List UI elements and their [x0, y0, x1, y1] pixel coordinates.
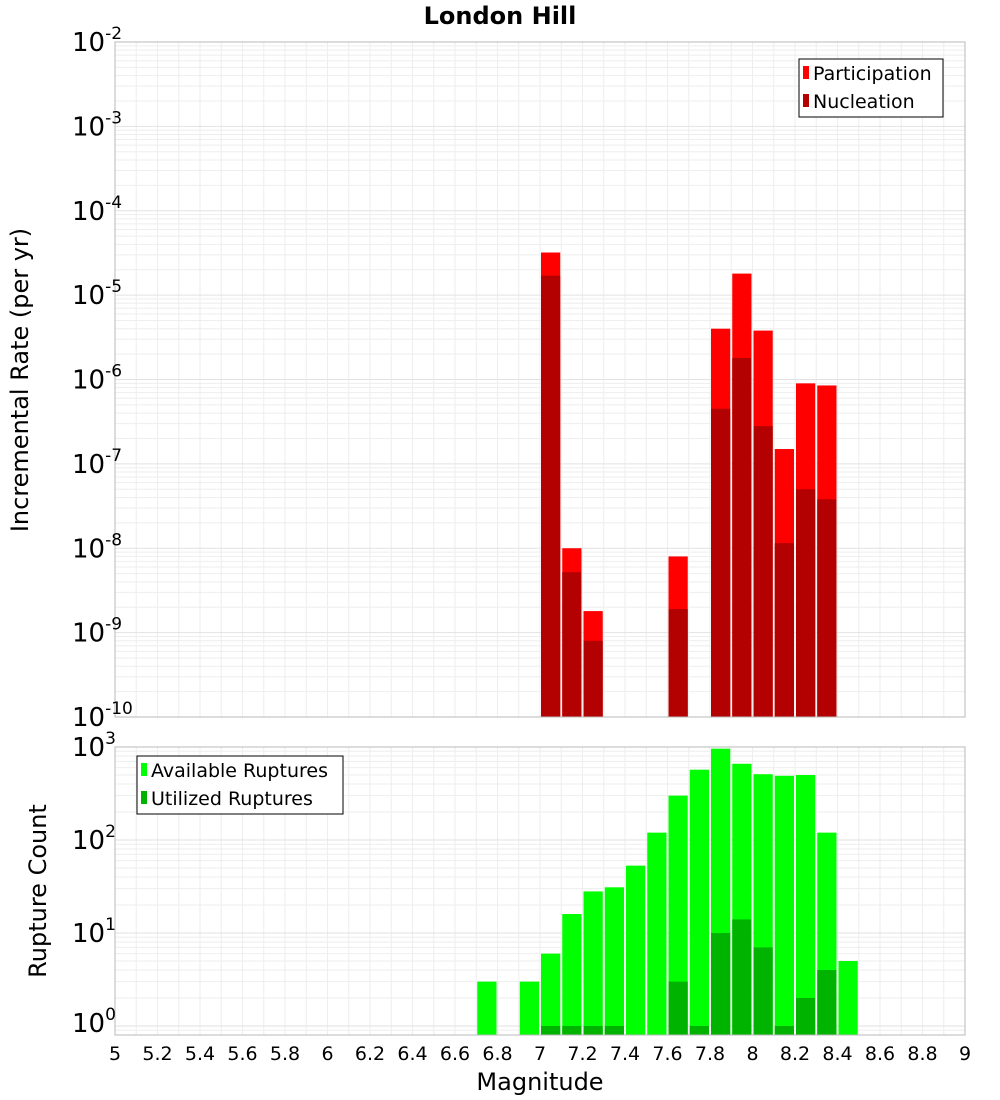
bottom-available-ruptures-bar — [689, 769, 709, 1035]
x-tick-label: 6.8 — [482, 1043, 512, 1065]
bottom-available-ruptures-bar — [541, 953, 561, 1035]
bottom-utilized-ruptures-bar — [711, 932, 731, 1035]
y-tick-label: 10-2 — [72, 24, 122, 58]
y-tick-label: 10-10 — [72, 699, 133, 733]
bottom-utilized-ruptures-bar — [668, 981, 688, 1035]
y-tick-label: 10-3 — [72, 108, 122, 142]
bottom-available-ruptures-bar — [583, 891, 603, 1035]
x-tick-labels: 5 5.2 5.4 5.6 5.8 6 6.2 6.4 6.6 6.8 7 7.2 7.4 7.6 7.8 8… — [109, 1043, 971, 1065]
x-tick-label: 6 — [321, 1043, 333, 1065]
legend-label-participation: Participation — [813, 63, 932, 85]
x-tick-label: 7.2 — [567, 1043, 597, 1065]
bottom-available-ruptures-bar — [647, 832, 667, 1035]
bottom-available-ruptures-bar — [838, 960, 858, 1035]
bottom-plot-frame — [114, 746, 966, 1036]
top-y-tick-labels: 10-2 10-3 10-4 10-5 10-6 10-7 10-8 10-9 10-10 — [72, 24, 133, 733]
top-legend-box — [798, 58, 944, 118]
top-nucleation-bar — [796, 489, 816, 717]
x-tick-label: 8.6 — [865, 1043, 895, 1065]
top-gridlines — [114, 41, 966, 718]
bottom-utilized-ruptures-bar — [583, 1025, 603, 1035]
bottom-available-ruptures-bar — [774, 775, 794, 1035]
bottom-utilized-ruptures-bar — [774, 1025, 794, 1035]
y-tick-label: 101 — [72, 915, 116, 949]
top-plot-frame — [114, 41, 966, 718]
bottom-available-ruptures-bar — [668, 795, 688, 1035]
top-y-axis-label: Incremental Rate (per yr) — [6, 228, 34, 532]
x-tick-label: 7.6 — [652, 1043, 682, 1065]
y-tick-label: 10-7 — [72, 446, 122, 480]
bottom-available-ruptures-bar — [626, 865, 646, 1035]
legend-label-utilized: Utilized Ruptures — [151, 788, 313, 810]
legend-swatch-participation — [803, 66, 809, 79]
top-nucleation-bar — [668, 609, 688, 717]
y-tick-label: 10-9 — [72, 615, 122, 649]
bottom-utilized-ruptures-bar — [689, 1025, 709, 1035]
top-nucleation-bar — [541, 275, 561, 717]
bottom-available-ruptures-bar — [604, 887, 624, 1035]
x-tick-label: 5.6 — [227, 1043, 257, 1065]
x-tick-label: 8.4 — [822, 1043, 852, 1065]
bottom-available-ruptures-bar — [477, 981, 497, 1035]
legend-swatch-utilized — [141, 791, 147, 804]
x-tick-label: 8.2 — [780, 1043, 810, 1065]
top-nucleation-bar — [817, 499, 837, 717]
top-nucleation-bar — [774, 543, 794, 717]
bottom-utilized-ruptures-bar — [604, 1025, 624, 1035]
top-nucleation-bar — [732, 357, 752, 717]
x-tick-label: 5.4 — [185, 1043, 215, 1065]
bottom-legend: Available Ruptures Utilized Ruptures — [136, 755, 344, 815]
y-tick-label: 102 — [72, 822, 116, 856]
top-legend: Participation Nucleation — [798, 58, 944, 118]
x-tick-label: 9 — [959, 1043, 971, 1065]
x-tick-label: 5.8 — [270, 1043, 300, 1065]
bottom-utilized-ruptures-bar — [732, 919, 752, 1035]
top-nucleation-bar — [753, 426, 773, 717]
y-tick-label: 100 — [72, 1005, 116, 1039]
legend-label-nucleation: Nucleation — [813, 91, 915, 113]
bottom-available-ruptures-bar — [519, 981, 539, 1035]
bottom-utilized-ruptures-bar — [817, 969, 837, 1035]
x-tick-label: 5.2 — [142, 1043, 172, 1065]
x-tick-label: 7.4 — [610, 1043, 640, 1065]
y-tick-label: 10-5 — [72, 277, 122, 311]
bottom-utilized-ruptures-bar — [562, 1025, 582, 1035]
y-tick-label: 10-6 — [72, 362, 122, 396]
top-nucleation-bar — [711, 408, 731, 717]
legend-label-available: Available Ruptures — [151, 760, 328, 782]
bottom-utilized-ruptures-bar — [753, 947, 773, 1035]
top-bars-group — [541, 252, 837, 717]
bottom-utilized-ruptures-bar — [541, 1025, 561, 1035]
bottom-legend-box — [136, 755, 344, 815]
bottom-y-tick-labels: 103 102 101 100 — [72, 729, 116, 1039]
bottom-bars-group — [477, 748, 858, 1035]
legend-swatch-available — [141, 763, 147, 776]
bottom-utilized-ruptures-bar — [796, 997, 816, 1035]
x-tick-label: 5 — [109, 1043, 121, 1065]
legend-swatch-nucleation — [803, 94, 809, 107]
chart-title: London Hill — [424, 2, 577, 30]
bottom-available-ruptures-bar — [562, 914, 582, 1035]
top-nucleation-bar — [562, 572, 582, 717]
x-tick-label: 8.8 — [907, 1043, 937, 1065]
top-nucleation-bar — [583, 640, 603, 717]
y-tick-label: 10-8 — [72, 530, 122, 564]
x-tick-label: 6.6 — [440, 1043, 470, 1065]
x-tick-label: 7.8 — [695, 1043, 725, 1065]
x-axis-label: Magnitude — [476, 1068, 603, 1096]
x-tick-label: 7 — [534, 1043, 546, 1065]
y-tick-label: 103 — [72, 729, 116, 763]
y-tick-label: 10-4 — [72, 193, 122, 227]
bottom-y-axis-label: Rupture Count — [24, 804, 52, 978]
x-tick-label: 6.4 — [397, 1043, 427, 1065]
x-tick-label: 6.2 — [355, 1043, 385, 1065]
bottom-available-ruptures-bar — [796, 774, 816, 1035]
x-tick-label: 8 — [746, 1043, 758, 1065]
